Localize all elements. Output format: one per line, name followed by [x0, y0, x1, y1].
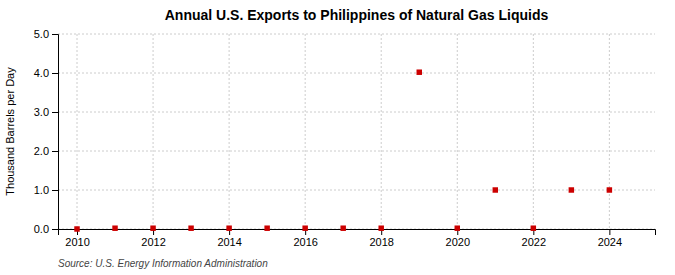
grid-line [153, 34, 154, 229]
tick-mark [52, 112, 58, 113]
axis-line [52, 35, 59, 230]
grid-line [533, 34, 534, 229]
tick-label: 2018 [369, 236, 393, 248]
point [302, 225, 307, 230]
point [607, 187, 612, 192]
tick-mark [52, 229, 58, 230]
tick: 2020 [446, 229, 470, 248]
grid-line [58, 73, 655, 74]
chart: 2010 2012 2014 2016 2018 2020 2022 2024 0.0 1.0 2.… [0, 0, 675, 275]
tick: 2014 [217, 229, 241, 248]
grid-line [77, 34, 78, 229]
points [74, 69, 612, 231]
point [74, 226, 79, 231]
tick-label: 2020 [446, 236, 470, 248]
tick: 4.0 [34, 67, 58, 79]
tick-label: 2022 [522, 236, 546, 248]
tick-mark [52, 190, 58, 191]
point [531, 225, 536, 230]
point [226, 225, 231, 230]
tick: 2.0 [34, 145, 58, 157]
tick-label: 2024 [598, 236, 622, 248]
tick-label: 2010 [65, 236, 89, 248]
tick-label: 3.0 [34, 106, 49, 118]
grid-line [229, 34, 230, 229]
grid-line [58, 34, 655, 35]
tick: 2018 [369, 229, 393, 248]
tick-label: 2.0 [34, 145, 49, 157]
plot: 2010 2012 2014 2016 2018 2020 2022 2024 0.0 1.0 2.… [34, 28, 656, 248]
tick-mark [52, 151, 58, 152]
point [493, 187, 498, 192]
point [188, 225, 193, 230]
tick-label: 2014 [217, 236, 241, 248]
tick-label: 2016 [293, 236, 317, 248]
grid-line [457, 34, 458, 229]
tick: 3.0 [34, 106, 58, 118]
tick: 2024 [598, 229, 622, 248]
point [455, 225, 460, 230]
point [112, 225, 117, 230]
tick: 0.0 [34, 223, 58, 235]
grid-line [58, 190, 655, 191]
annotation: Source: U.S. Energy Information Administ… [58, 258, 268, 269]
tick: 2022 [522, 229, 546, 248]
grid [58, 34, 655, 229]
point [340, 225, 345, 230]
tick: 2012 [141, 229, 165, 248]
axis-line [59, 230, 656, 236]
tick-label: 0.0 [34, 223, 49, 235]
grid-line [609, 34, 610, 229]
point [417, 69, 422, 74]
tick: 5.0 [34, 28, 58, 40]
grid-line [305, 34, 306, 229]
x-axis: 2010 2012 2014 2016 2018 2020 2022 2024 [59, 229, 656, 248]
tick: 2010 [65, 229, 89, 248]
y-axis-title: Thousand Barrels per Day [4, 67, 16, 196]
tick-mark [609, 229, 610, 235]
tick-label: 1.0 [34, 184, 49, 196]
tick-label: 2012 [141, 236, 165, 248]
y-axis: 0.0 1.0 2.0 3.0 4.0 5.0 [34, 28, 59, 235]
tick: 2016 [293, 229, 317, 248]
point [378, 225, 383, 230]
point [569, 187, 574, 192]
grid-line [381, 34, 382, 229]
grid-line [58, 151, 655, 152]
point [264, 225, 269, 230]
grid-line [58, 112, 655, 113]
tick-label: 5.0 [34, 28, 49, 40]
tick: 1.0 [34, 184, 58, 196]
tick-mark [52, 73, 58, 74]
title: Annual U.S. Exports to Philippines of Na… [165, 7, 549, 23]
tick-label: 4.0 [34, 67, 49, 79]
point [150, 225, 155, 230]
tick-mark [52, 34, 58, 35]
